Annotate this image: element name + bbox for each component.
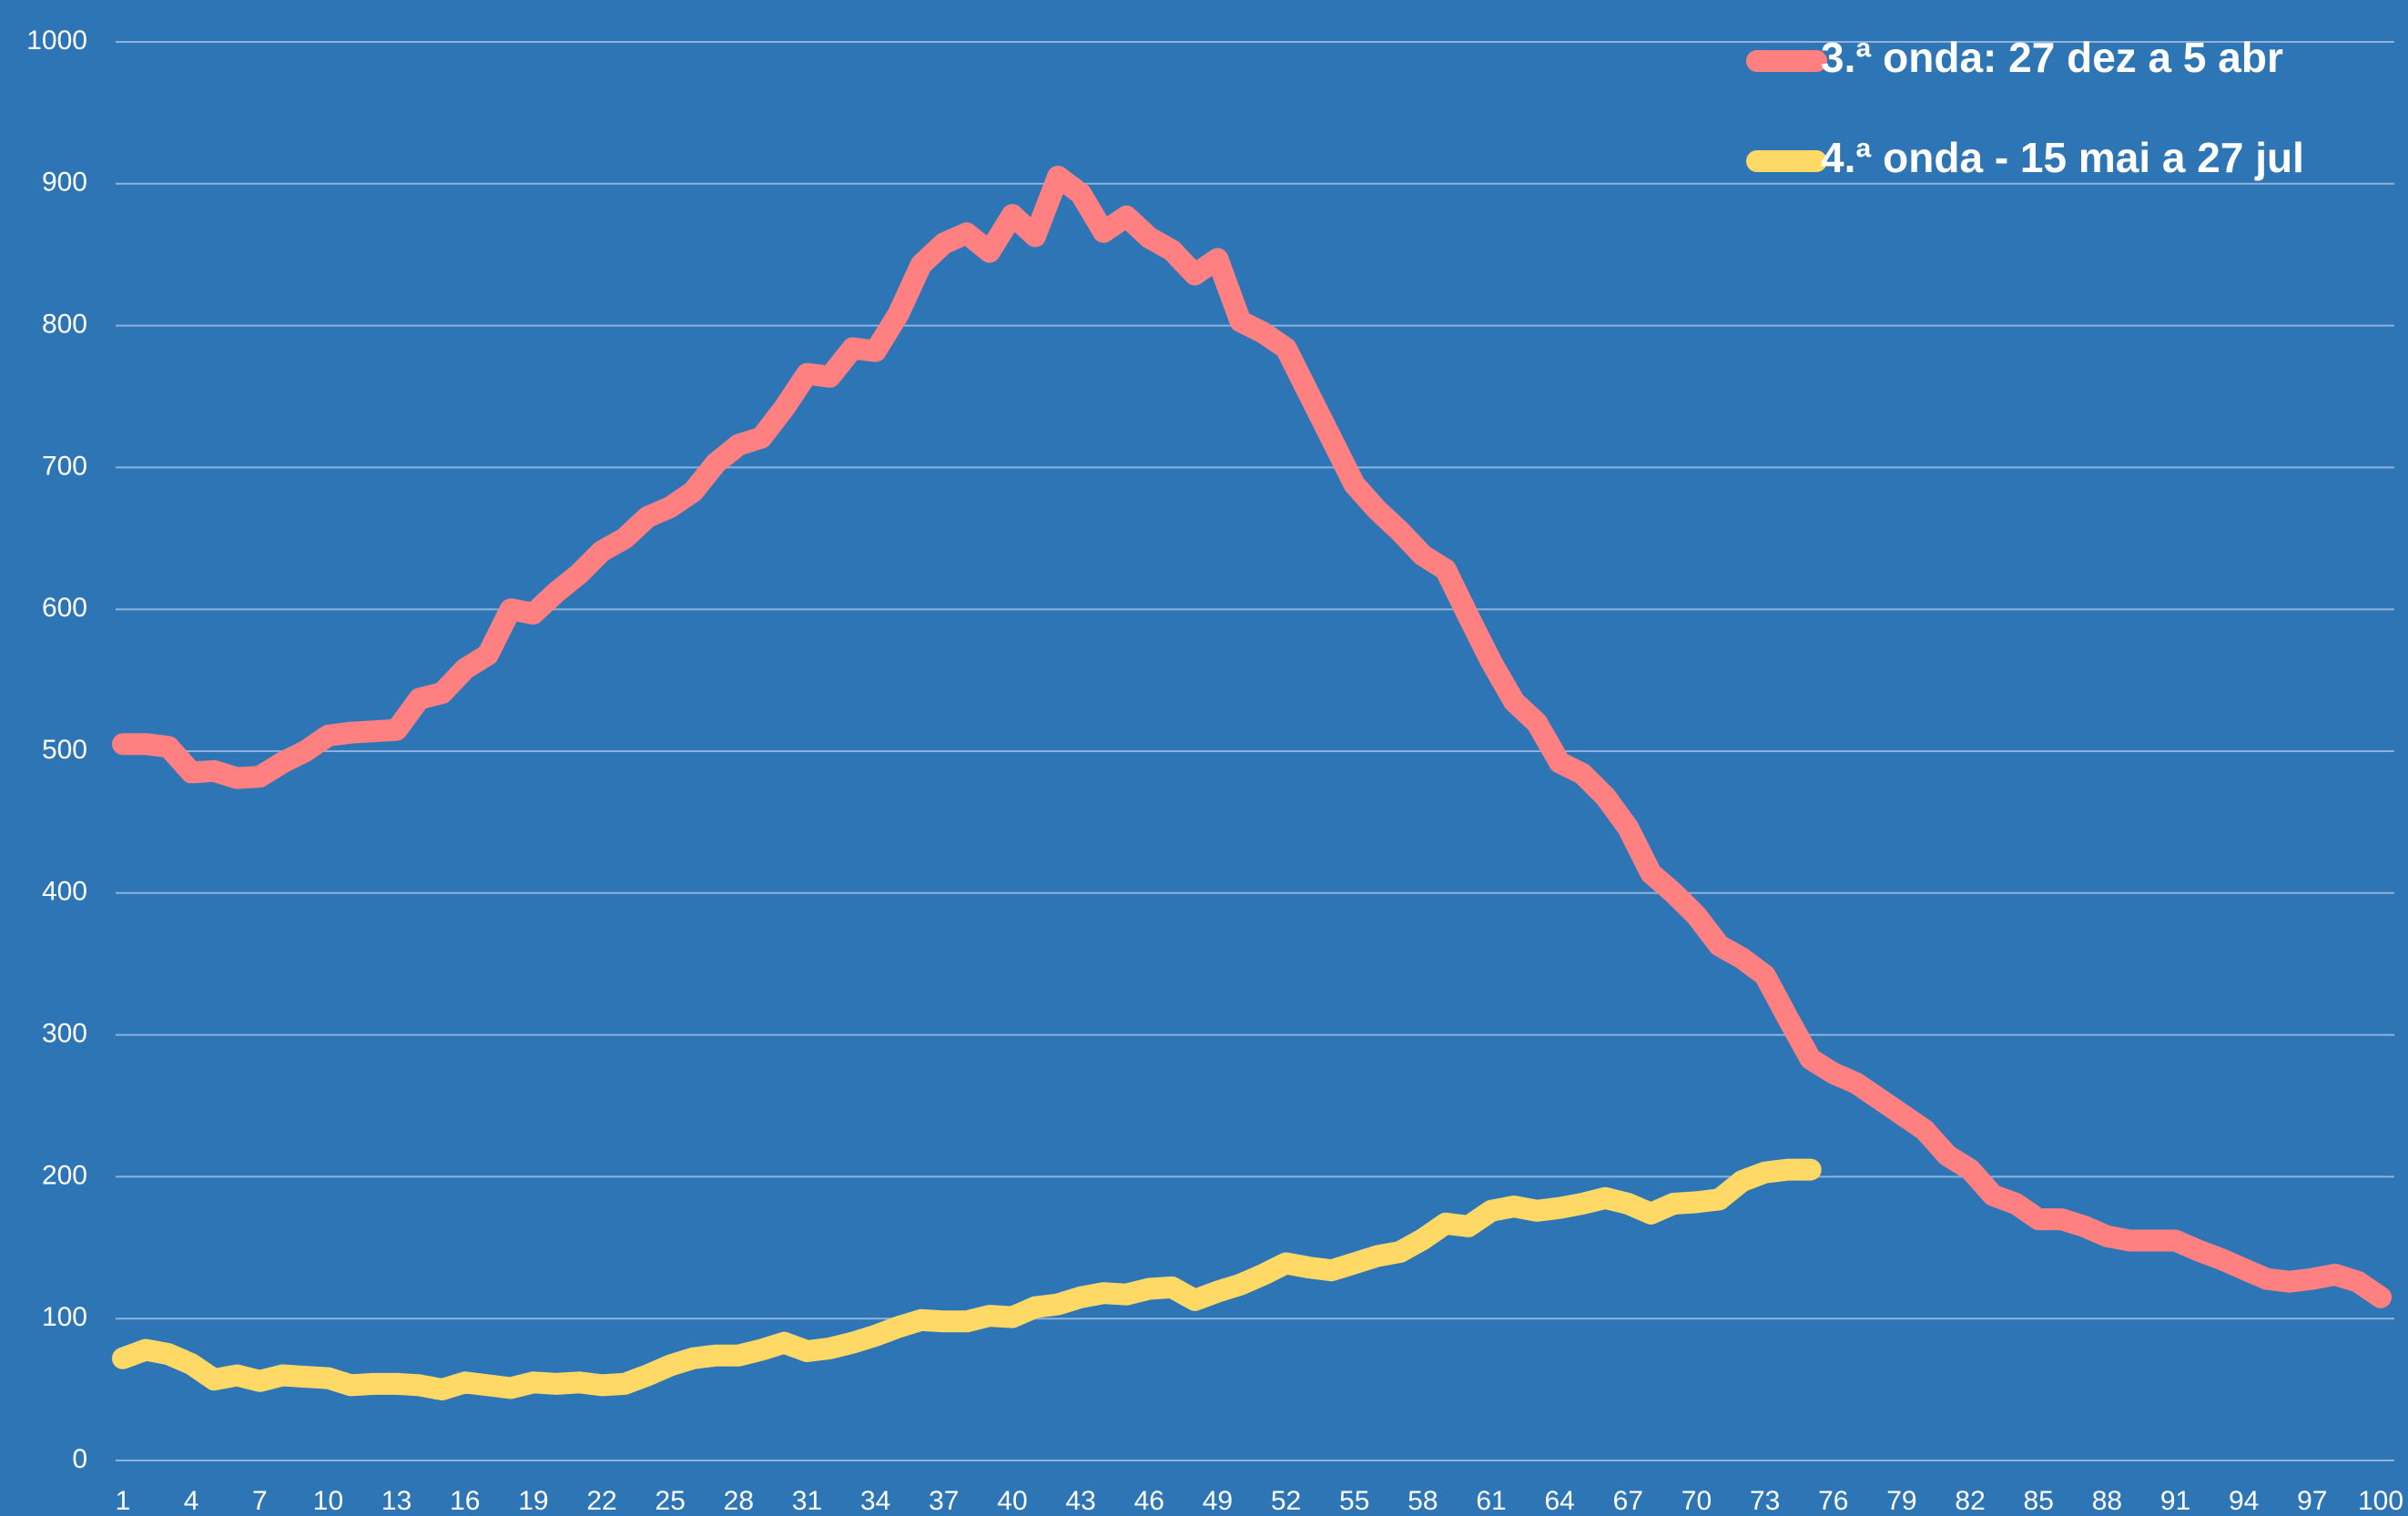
y-tick-label: 500 — [42, 735, 87, 765]
x-tick-label: 79 — [1886, 1486, 1916, 1516]
x-tick-label: 46 — [1134, 1486, 1164, 1516]
x-tick-label: 13 — [381, 1486, 411, 1516]
y-tick-label: 800 — [42, 310, 87, 340]
x-tick-label: 1 — [116, 1486, 131, 1516]
data-line — [112, 1158, 1822, 1401]
x-tick-label: 49 — [1203, 1486, 1233, 1516]
x-tick-label: 88 — [2092, 1486, 2122, 1516]
x-tick-label: 37 — [929, 1486, 959, 1516]
x-tick-label: 82 — [1955, 1486, 1985, 1516]
y-tick-label: 300 — [42, 1019, 87, 1049]
x-tick-label: 97 — [2297, 1486, 2327, 1516]
x-tick-label: 40 — [997, 1486, 1027, 1516]
y-tick-label: 900 — [42, 168, 87, 198]
x-tick-label: 19 — [518, 1486, 548, 1516]
x-tick-label: 91 — [2160, 1486, 2190, 1516]
x-tick-label: 67 — [1613, 1486, 1643, 1516]
y-tick-label: 0 — [72, 1444, 87, 1474]
x-tick-label: 43 — [1065, 1486, 1095, 1516]
x-tick-label: 73 — [1750, 1486, 1780, 1516]
x-tick-label: 100 — [2358, 1486, 2403, 1516]
legend-label: 3.ª onda: 27 dez a 5 abr — [1821, 34, 2283, 81]
y-tick-label: 1000 — [26, 25, 87, 56]
x-tick-label: 10 — [313, 1486, 343, 1516]
y-tick-label: 200 — [42, 1160, 87, 1190]
x-tick-label: 7 — [252, 1486, 268, 1516]
x-tick-label: 55 — [1339, 1486, 1369, 1516]
x-tick-label: 94 — [2229, 1486, 2259, 1516]
x-tick-label: 16 — [450, 1486, 480, 1516]
x-tick-label: 61 — [1476, 1486, 1506, 1516]
y-tick-label: 700 — [42, 451, 87, 481]
x-tick-label: 34 — [860, 1486, 890, 1516]
x-tick-label: 64 — [1544, 1486, 1574, 1516]
x-tick-label: 28 — [724, 1486, 754, 1516]
legend-label: 4.ª onda - 15 mai a 27 jul — [1821, 134, 2304, 181]
y-tick-label: 100 — [42, 1302, 87, 1332]
x-tick-label: 85 — [2024, 1486, 2054, 1516]
y-tick-label: 400 — [42, 877, 87, 907]
x-tick-label: 70 — [1682, 1486, 1712, 1516]
y-tick-label: 600 — [42, 593, 87, 623]
x-tick-label: 22 — [586, 1486, 616, 1516]
x-tick-label: 58 — [1407, 1486, 1438, 1516]
x-tick-label: 52 — [1271, 1486, 1301, 1516]
x-tick-label: 4 — [184, 1486, 199, 1516]
data-line — [112, 166, 2392, 1308]
x-tick-label: 76 — [1818, 1486, 1848, 1516]
x-tick-label: 25 — [655, 1486, 686, 1516]
x-tick-label: 31 — [792, 1486, 822, 1516]
